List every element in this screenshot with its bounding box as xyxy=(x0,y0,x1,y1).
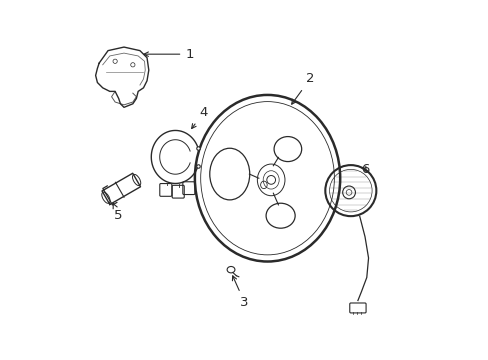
Text: 4: 4 xyxy=(191,106,207,129)
Text: 3: 3 xyxy=(232,276,248,309)
Text: 5: 5 xyxy=(113,203,122,222)
Text: 2: 2 xyxy=(291,72,314,104)
Text: 1: 1 xyxy=(143,48,193,61)
Text: 6: 6 xyxy=(360,163,368,176)
